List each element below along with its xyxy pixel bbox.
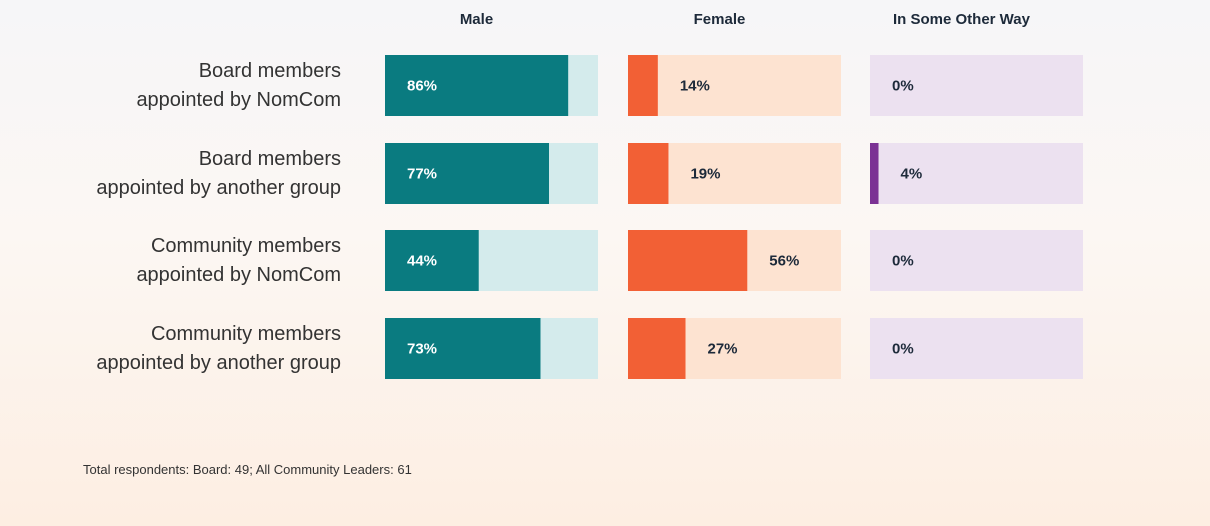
category-label: Community members appointed by another g…: [96, 322, 341, 374]
value-label: 0%: [892, 77, 914, 94]
value-label: 27%: [708, 340, 738, 357]
value-label: 0%: [892, 252, 914, 269]
series-header: In Some Other Way: [893, 11, 1031, 28]
category-label: Board members appointed by NomCom: [136, 59, 341, 111]
bar: [870, 143, 879, 204]
value-label: 77%: [407, 165, 437, 182]
bar: [385, 318, 541, 379]
footnote: Total respondents: Board: 49; All Commun…: [83, 462, 412, 477]
category-label: Board members appointed by another group: [96, 147, 341, 199]
bar-track: [870, 318, 1083, 379]
category-label: Community members appointed by NomCom: [136, 234, 341, 286]
bar-track: [870, 230, 1083, 291]
bar: [385, 143, 550, 204]
series-header: Male: [460, 11, 493, 28]
bar: [628, 230, 748, 291]
bar: [385, 230, 479, 291]
bar-track: [870, 55, 1083, 116]
value-label: 86%: [407, 77, 437, 94]
bar: [385, 55, 569, 116]
bar: [628, 318, 686, 379]
value-label: 56%: [769, 252, 799, 269]
bar: [628, 143, 669, 204]
bar: [628, 55, 658, 116]
value-label: 0%: [892, 340, 914, 357]
bar-track: [870, 143, 1083, 204]
value-label: 14%: [680, 77, 710, 94]
bar-track: [628, 55, 841, 116]
series-header: Female: [694, 11, 746, 28]
value-label: 44%: [407, 252, 437, 269]
value-label: 19%: [690, 165, 720, 182]
value-label: 73%: [407, 340, 437, 357]
value-label: 4%: [901, 165, 923, 182]
